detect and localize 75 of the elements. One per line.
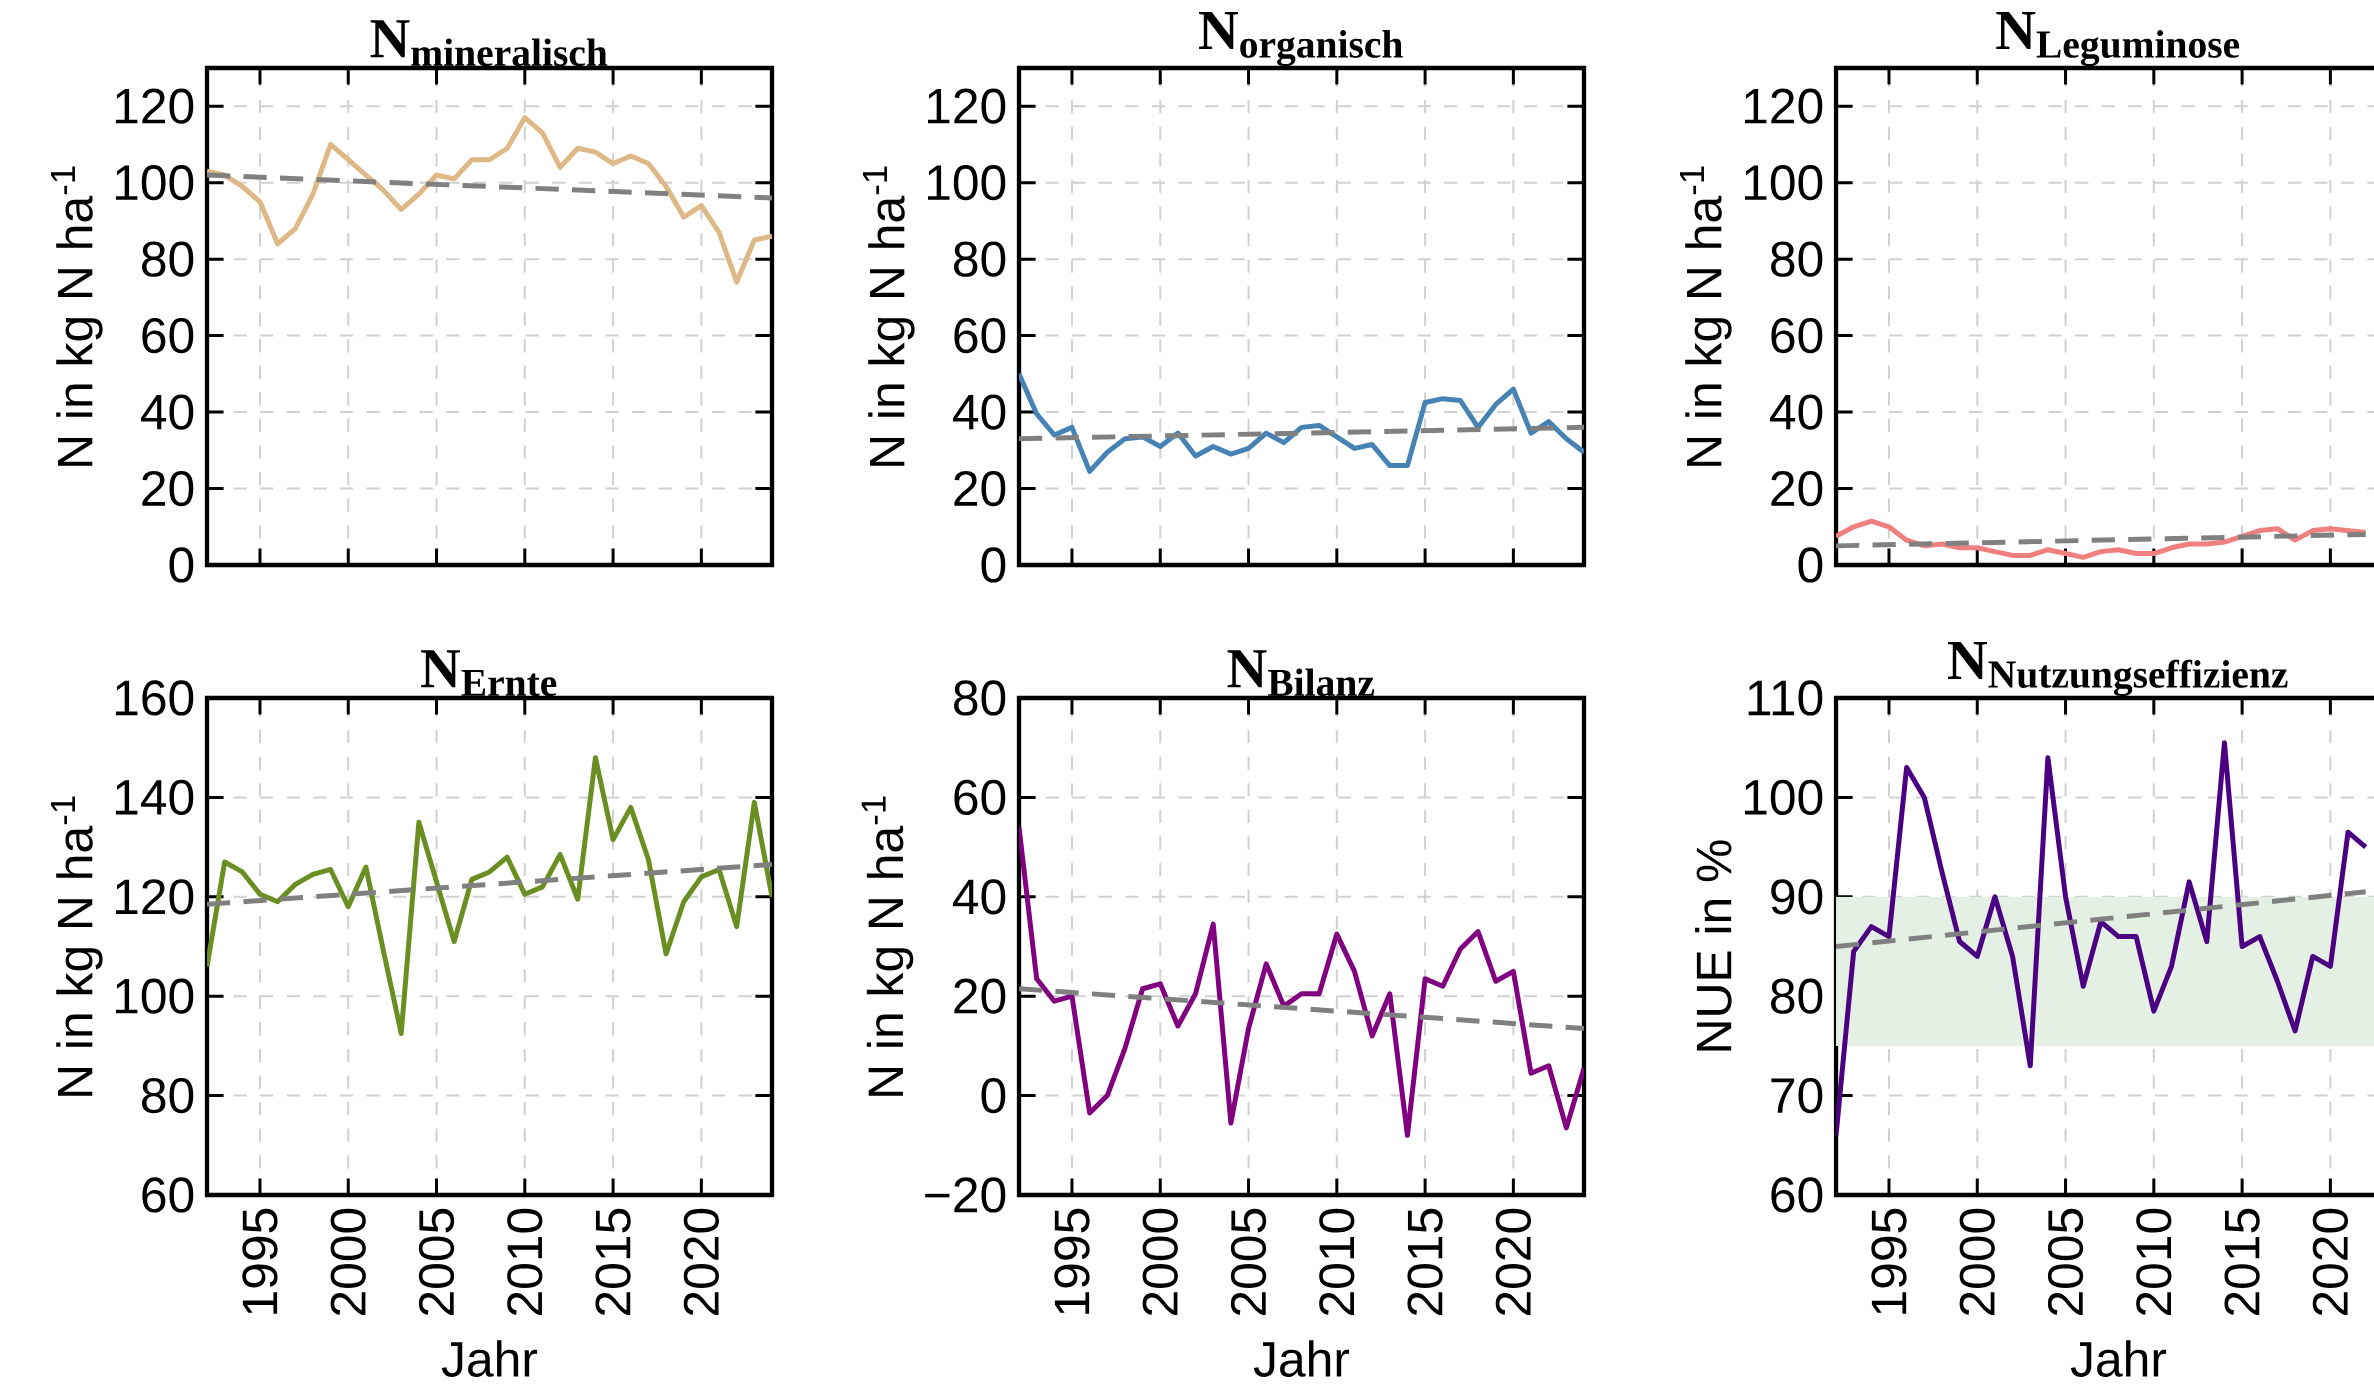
y-tick-label: 90 [1771,879,1823,915]
chart-title: $\mathbf{N_{mineralisch}}$ [370,20,608,67]
y-tick-label: 20 [954,470,1006,507]
y-tick-label: 40 [953,879,1006,915]
y-axis-title: N in kg N ha$^{-1}$ [863,166,915,466]
x-tick-label: 2010 [1319,1208,1355,1316]
y-tick-label: 80 [954,680,1006,716]
line-series [1836,740,2369,1138]
x-tick-label: 1995 [1054,1208,1090,1314]
y-axis-title: N in kg N ha$^{-1}$ [50,796,103,1096]
y-tick-label: 120 [115,88,194,124]
y-tick-label: 60 [142,317,194,354]
x-axis-title: Jahr [2070,1340,2167,1377]
x-tick-label: 2000 [1142,1208,1178,1316]
chart-title: $\mathbf{N_{Nutzungseffizienz}}$ [1948,641,2288,697]
y-axis-title: N in kg N ha$^{-1}$ [50,166,103,466]
y-tick-label: 40 [1770,394,1823,430]
y-tick-label: 20 [1771,470,1823,507]
x-tick-label: 2005 [418,1208,455,1316]
y-tick-label: 80 [142,241,194,277]
y-tick-label: 0 [981,1077,1006,1114]
x-tick-label: 1995 [242,1208,278,1314]
y-tick-label: 0 [981,547,1006,583]
y-tick-label: 80 [954,241,1006,277]
x-axis-title: Jahr [441,1340,538,1377]
y-tick-label: 100 [115,165,194,201]
y-tick-label: 40 [141,394,194,430]
y-tick-label: 100 [115,978,194,1014]
x-tick-label: 2015 [2224,1208,2260,1316]
y-tick-label: 70 [1771,1077,1823,1114]
y-tick-label: 0 [169,547,194,583]
y-axis-title: N in kg N ha$^{-1}$ [1680,166,1732,466]
y-tick-label: 40 [953,394,1006,430]
y-tick-label: 120 [927,88,1006,124]
y-tick-label: 60 [954,317,1006,354]
y-tick-label: 60 [954,779,1006,816]
x-tick-label: 2015 [595,1208,631,1316]
x-tick-label: 2005 [2047,1208,2084,1316]
x-tick-label: 2020 [683,1208,719,1316]
x-tick-label: 2020 [1495,1208,1531,1316]
x-tick-label: 2000 [330,1208,366,1316]
y-tick-label: 140 [115,779,194,816]
y-axis-title: N in kg N ha$^{-1}$ [861,796,914,1096]
y-tick-label: 60 [1771,1177,1823,1213]
y-tick-label: 80 [1771,241,1823,277]
chart-title: $\mathbf{N_{Leguminose}}$ [1996,11,2240,67]
y-tick-label: 20 [142,470,194,507]
y-axis-title: NUE in % [1695,840,1732,1051]
y-tick-label: 100 [927,165,1006,201]
y-tick-label: 20 [954,978,1006,1014]
y-tick-label: 0 [1798,547,1823,583]
chart-title: $\mathbf{N_{Ernte}}$ [421,650,557,697]
x-tick-label: 2005 [1230,1208,1267,1316]
y-tick-label: 160 [115,680,194,716]
x-axis-title: Jahr [1253,1340,1350,1377]
y-tick-label: 120 [1744,88,1823,124]
line-series [1019,824,1584,1138]
y-tick-label: 100 [1744,165,1823,201]
x-tick-label: 2010 [2136,1208,2172,1316]
x-tick-label: 1995 [1871,1208,1907,1314]
y-tick-label: 120 [115,879,194,915]
y-tick-label: 60 [142,1177,194,1213]
y-tick-label: 80 [142,1077,194,1114]
x-tick-label: 2015 [1407,1208,1443,1316]
y-tick-label: 80 [1771,978,1823,1014]
x-tick-label: 2000 [1959,1208,1995,1316]
chart-title: $\mathbf{N_{Bilanz}}$ [1227,650,1374,697]
y-tick-label: 100 [1744,779,1823,816]
y-tick-label: −20 [925,1177,1006,1213]
chart-title: $\mathbf{N_{organisch}}$ [1199,11,1403,67]
x-tick-label: 2010 [507,1208,543,1316]
y-tick-label: 60 [1771,317,1823,354]
x-tick-label: 2020 [2312,1208,2349,1316]
line-series [207,115,772,285]
y-tick-label: 110 [1748,680,1823,716]
